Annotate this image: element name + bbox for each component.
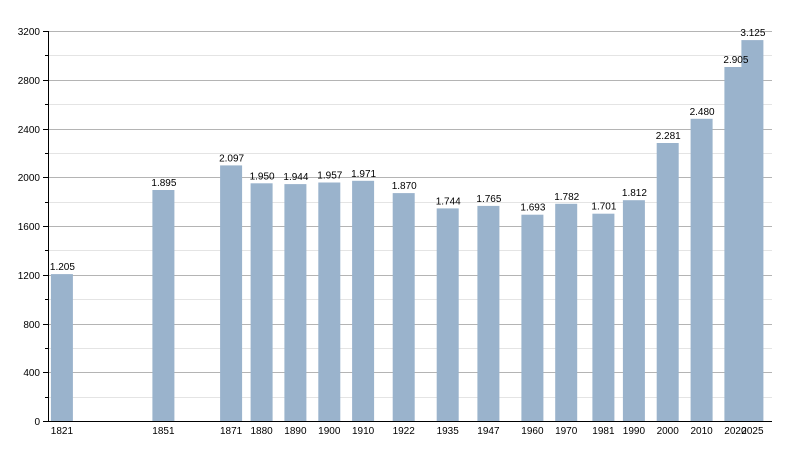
bar xyxy=(555,203,578,421)
bar xyxy=(656,143,679,421)
bar-value-label: 1.812 xyxy=(622,188,647,199)
bar xyxy=(622,200,645,421)
bar xyxy=(521,214,544,421)
y-tick-label: 1200 xyxy=(18,271,41,282)
bar-value-label: 3.125 xyxy=(740,28,765,39)
bar-value-label: 2.480 xyxy=(690,107,715,118)
x-tick-label: 1821 xyxy=(51,426,74,437)
bar xyxy=(392,193,415,421)
y-tick-label: 0 xyxy=(34,417,40,428)
bar xyxy=(352,180,375,421)
bar-value-label: 1.950 xyxy=(250,171,275,182)
data-labels: 1.205 1.895 2.097 1.950 1.944 1.957 1.971 1.870… xyxy=(50,28,766,273)
bar xyxy=(592,213,615,421)
y-tick-label: 800 xyxy=(23,320,40,331)
bar xyxy=(477,205,500,421)
y-tick-label: 400 xyxy=(23,368,40,379)
x-tick-label: 1947 xyxy=(477,426,500,437)
x-tick-label: 1990 xyxy=(623,426,646,437)
x-tick-label: 1910 xyxy=(352,426,375,437)
bar-value-label: 2.097 xyxy=(219,153,244,164)
x-tick-label: 1880 xyxy=(250,426,273,437)
x-tick-label: 1981 xyxy=(592,426,615,437)
bar-value-label: 1.765 xyxy=(476,194,501,205)
bar-value-label: 1.895 xyxy=(151,178,176,189)
bar-value-label: 1.693 xyxy=(520,203,545,214)
bar-value-label: 2.281 xyxy=(656,131,681,142)
y-tick-label: 2000 xyxy=(18,173,41,184)
x-tick-label: 1851 xyxy=(152,426,175,437)
bar-value-label: 1.971 xyxy=(351,169,376,180)
axes: 0 400 800 1200 1600 2000 2400 2800 3200 1821 1851 1… xyxy=(18,27,772,437)
bar xyxy=(741,40,764,421)
bars xyxy=(50,40,764,422)
x-tick-label: 2000 xyxy=(657,426,680,437)
x-tick-label: 1871 xyxy=(220,426,243,437)
x-tick-label: 1922 xyxy=(393,426,416,437)
bar xyxy=(690,118,713,422)
bar xyxy=(284,184,307,421)
x-tick-label: 1970 xyxy=(555,426,578,437)
y-tick-label: 2800 xyxy=(18,76,41,87)
y-tick-label: 2400 xyxy=(18,125,41,136)
bar-value-label: 1.870 xyxy=(392,181,417,192)
bar-value-label: 2.905 xyxy=(723,55,748,66)
x-tick-label: 1935 xyxy=(437,426,460,437)
bar-value-label: 1.744 xyxy=(436,196,461,207)
x-tick-label: 1890 xyxy=(284,426,307,437)
bar xyxy=(220,165,243,421)
x-tick-label: 1900 xyxy=(318,426,341,437)
y-tick-label: 3200 xyxy=(18,27,41,38)
bar xyxy=(436,208,459,421)
x-tick-label: 2010 xyxy=(690,426,713,437)
bar xyxy=(50,274,73,421)
x-tick-label: 2020 xyxy=(724,426,747,437)
x-tick-label: 2025 xyxy=(741,426,764,437)
bar xyxy=(724,67,747,421)
bar-value-label: 1.205 xyxy=(50,262,75,273)
bar xyxy=(250,183,273,421)
bar xyxy=(152,190,175,421)
bar-value-label: 1.944 xyxy=(283,172,308,183)
bar-value-label: 1.957 xyxy=(317,171,342,182)
bar-value-label: 1.701 xyxy=(591,202,616,213)
y-tick-label: 1600 xyxy=(18,222,41,233)
bar xyxy=(318,182,341,421)
x-tick-label: 1960 xyxy=(521,426,544,437)
bar-value-label: 1.782 xyxy=(554,192,579,203)
